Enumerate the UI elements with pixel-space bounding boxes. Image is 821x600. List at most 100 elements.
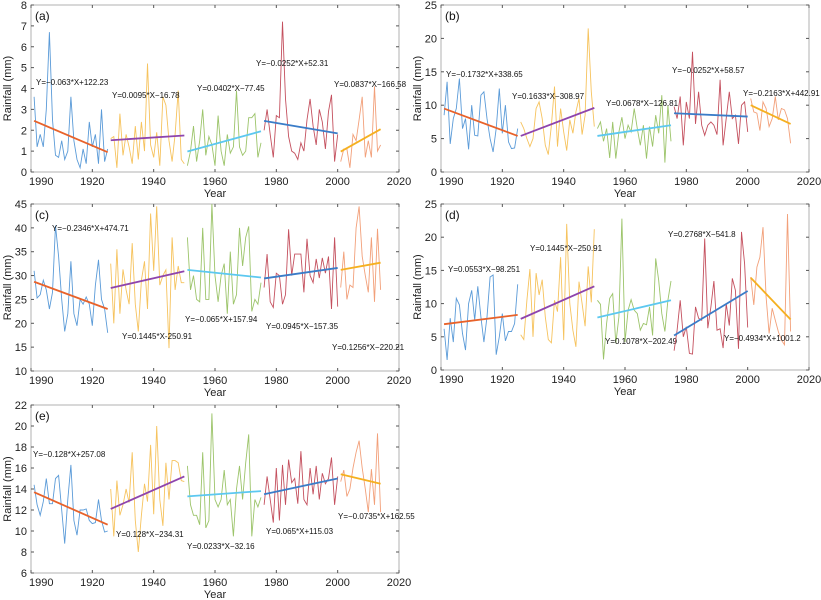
x-tick-label: 1940 — [141, 577, 165, 589]
y-tick-label: 1 — [21, 146, 27, 158]
trend-equation: Y=−0.065*X+157.94 — [185, 315, 258, 324]
y-tick-label: 20 — [15, 318, 27, 330]
rainfall-series-4 — [673, 231, 749, 355]
trend-line-5 — [750, 104, 791, 125]
trend-equation: Y=0.1256*X−220.21 — [332, 343, 405, 352]
rainfall-series-5 — [340, 86, 382, 168]
panel-label: (e) — [35, 409, 50, 423]
trend-equation: Y=−0.2163*X+442.91 — [743, 89, 820, 98]
y-tick-label: 7 — [21, 21, 27, 33]
x-tick-label: 2020 — [387, 176, 411, 188]
y-tick-label: 12 — [15, 505, 27, 517]
x-tick-label: 1940 — [141, 375, 165, 387]
panel-b: 1990 1920 1940 1960 1980 2000 2020 0 5 10 15 20 25 Ye… — [412, 0, 821, 200]
trend-line-5 — [340, 261, 381, 271]
trend-equation: Y=0.1078*X−202.49 — [605, 337, 678, 346]
panel-e: 1990 1920 1940 1960 1980 2000 2020 6 8 10 12 14 16 18… — [2, 400, 415, 600]
trend-line-1 — [33, 280, 108, 310]
x-tick-label: 2000 — [735, 374, 759, 386]
y-tick-label: 16 — [15, 463, 27, 475]
trend-line-4 — [673, 290, 749, 337]
rainfall-series-2 — [520, 223, 595, 347]
trend-line-2 — [520, 107, 595, 137]
trend-line-5 — [340, 473, 381, 485]
rainfall-series-4 — [263, 229, 339, 310]
x-tick-label: 2000 — [735, 176, 759, 188]
rainfall-series-1 — [443, 274, 519, 361]
x-axis-label: Year — [204, 387, 227, 399]
trend-equation: Y=0.0095*X−16.78 — [112, 91, 180, 100]
x-tick-label: 1980 — [264, 577, 288, 589]
y-tick-label: 45 — [15, 199, 27, 211]
y-tick-label: 8 — [21, 547, 27, 559]
rainfall-series-1 — [443, 78, 519, 153]
x-tick-label: 1990 — [29, 375, 53, 387]
x-tick-label: 2000 — [325, 375, 349, 387]
y-tick-label: 25 — [425, 0, 437, 12]
trend-line-2 — [110, 134, 185, 142]
trend-equation: Y=0.0402*X−77.45 — [197, 84, 265, 93]
x-tick-label: 1980 — [674, 374, 698, 386]
x-tick-label: 2000 — [325, 577, 349, 589]
y-tick-label: 18 — [15, 442, 27, 454]
trend-equation: Y=0.1445*X-250.91 — [122, 332, 193, 341]
trend-equation: Y=0.0553*X−98.251 — [448, 265, 521, 274]
x-tick-label: 1960 — [203, 375, 227, 387]
x-tick-label: 1960 — [613, 374, 637, 386]
x-tick-label: 2020 — [387, 577, 411, 589]
rainfall-series-5 — [340, 206, 382, 302]
panel-label: (c) — [35, 208, 49, 222]
rainfall-series-2 — [110, 63, 185, 168]
x-tick-label: 2020 — [797, 176, 821, 188]
y-tick-label: 8 — [21, 0, 27, 12]
y-tick-label: 5 — [21, 63, 27, 75]
trend-equation: Y=−0.0252*X+52.31 — [256, 59, 329, 68]
trend-equation: Y=0.2768*X−541.8 — [668, 230, 736, 239]
y-tick-label: 15 — [425, 265, 437, 277]
y-tick-label: 40 — [15, 223, 27, 235]
rainfall-series-3 — [186, 90, 262, 166]
trend-line-5 — [340, 128, 382, 153]
plot-frame — [440, 203, 810, 371]
trend-line-2 — [520, 285, 595, 320]
y-tick-label: 20 — [425, 232, 437, 244]
trend-equation: Y=0.0678*X−126.81 — [606, 99, 679, 108]
y-tick-label: 20 — [425, 33, 437, 45]
y-tick-label: 0 — [431, 167, 437, 179]
x-tick-label: 1920 — [80, 176, 104, 188]
x-tick-label: 1920 — [490, 176, 514, 188]
y-tick-label: 10 — [15, 366, 27, 378]
rainfall-series-1 — [33, 32, 109, 170]
x-tick-label: 2020 — [387, 375, 411, 387]
y-tick-label: 10 — [15, 526, 27, 538]
rainfall-series-1 — [33, 464, 108, 544]
y-tick-label: 14 — [15, 484, 27, 496]
trend-equation: Y=0.128*X−234.31 — [116, 530, 184, 539]
trend-equation: Y=−0.2346*X+474.71 — [52, 224, 129, 233]
trend-line-3 — [187, 268, 262, 279]
y-tick-label: 5 — [431, 134, 437, 146]
rainfall-series-4 — [263, 451, 339, 523]
x-tick-label: 2020 — [797, 374, 821, 386]
trend-equation: Y=0.0233*X−32.16 — [187, 542, 255, 551]
plot-frame — [30, 203, 400, 372]
y-tick-label: 3 — [21, 104, 27, 116]
y-tick-label: 25 — [15, 294, 27, 306]
trend-line-1 — [443, 107, 518, 137]
trend-line-1 — [33, 491, 109, 526]
x-tick-label: 1960 — [613, 176, 637, 188]
y-tick-label: 5 — [431, 332, 437, 344]
x-tick-label: 1990 — [439, 374, 463, 386]
x-axis-label: Year — [614, 386, 637, 398]
trend-line-1 — [33, 120, 109, 153]
trend-line-4 — [263, 267, 338, 280]
y-tick-label: 6 — [21, 568, 27, 580]
x-tick-label: 2000 — [325, 176, 349, 188]
trend-equation: Y=−0.128*X+257.08 — [33, 450, 106, 459]
trend-line-3 — [597, 299, 672, 319]
y-axis-label: Rainfall (mm) — [412, 254, 424, 319]
x-axis-label: Year — [204, 589, 227, 600]
y-axis-label: Rainfall (mm) — [2, 456, 14, 521]
trend-line-4 — [674, 112, 748, 118]
